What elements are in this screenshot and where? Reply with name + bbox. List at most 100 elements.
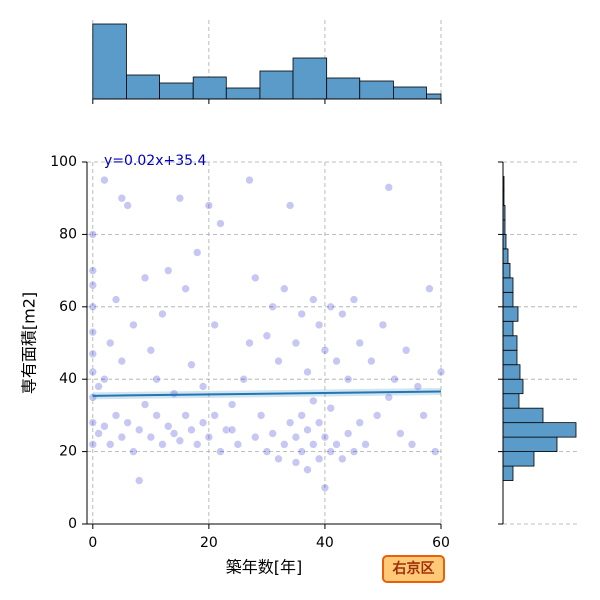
point	[285, 201, 295, 210]
point	[216, 447, 225, 456]
point	[326, 447, 336, 456]
point	[413, 382, 423, 391]
bar	[393, 86, 427, 100]
point	[117, 432, 127, 442]
point	[297, 309, 307, 319]
point	[94, 382, 103, 391]
point	[297, 411, 307, 420]
bar	[502, 248, 509, 264]
point	[430, 447, 440, 456]
point	[314, 320, 324, 330]
point	[105, 440, 115, 449]
bar	[502, 378, 524, 395]
point	[250, 273, 260, 283]
point	[349, 295, 359, 304]
bar	[502, 451, 535, 467]
point	[274, 454, 283, 464]
bar	[502, 422, 577, 438]
point	[100, 374, 109, 384]
point	[297, 447, 307, 456]
trend-line	[92, 390, 442, 397]
point	[303, 425, 312, 435]
point	[245, 338, 254, 348]
bar	[502, 349, 518, 366]
point	[152, 411, 161, 420]
point	[216, 219, 225, 228]
point	[88, 418, 98, 427]
point	[320, 483, 330, 493]
point	[250, 432, 260, 442]
point	[268, 429, 278, 438]
point	[129, 320, 138, 330]
bar	[502, 291, 514, 308]
point	[111, 411, 121, 420]
point	[175, 193, 185, 203]
point	[384, 183, 394, 192]
point	[291, 432, 301, 442]
y-tick-label: 100	[50, 154, 77, 170]
point	[227, 425, 237, 435]
bar	[426, 93, 442, 100]
point	[396, 429, 405, 438]
point	[280, 440, 289, 449]
point	[233, 440, 243, 449]
point	[320, 345, 330, 355]
point	[355, 338, 365, 348]
point	[134, 476, 144, 485]
point	[274, 356, 283, 366]
point	[152, 374, 161, 384]
point	[239, 374, 248, 384]
point	[88, 440, 98, 449]
point	[367, 356, 376, 366]
point	[384, 392, 394, 402]
y-tick-label: 80	[59, 226, 77, 242]
point	[117, 356, 127, 366]
x-tick-label: 0	[88, 535, 97, 551]
bar	[502, 262, 511, 279]
point	[303, 465, 312, 475]
point	[256, 411, 266, 420]
point	[100, 175, 109, 185]
point	[192, 440, 202, 449]
point	[88, 230, 98, 239]
point	[326, 403, 336, 413]
point	[227, 400, 237, 409]
point	[88, 280, 98, 290]
y-tick-label: 40	[59, 371, 77, 387]
point	[355, 418, 365, 427]
point	[210, 320, 219, 330]
point	[198, 382, 208, 391]
point	[343, 374, 353, 384]
point	[314, 454, 324, 464]
badge-box	[382, 555, 445, 583]
bar	[502, 436, 558, 452]
bar	[126, 74, 160, 100]
point	[309, 396, 318, 406]
point	[285, 418, 295, 427]
annotation: y=0.02x+35.4	[104, 153, 206, 169]
point	[320, 432, 330, 442]
bar	[192, 76, 227, 100]
point	[390, 374, 399, 384]
point	[309, 440, 318, 449]
point	[291, 458, 301, 467]
bar	[359, 80, 394, 100]
point	[349, 447, 359, 456]
point	[94, 429, 103, 438]
point	[175, 436, 185, 446]
point	[210, 411, 219, 420]
point	[163, 266, 173, 275]
bar	[502, 277, 514, 293]
point	[146, 432, 156, 442]
point	[343, 429, 353, 438]
y-tick-label: 0	[68, 516, 77, 532]
bar	[502, 320, 514, 337]
point	[169, 429, 179, 438]
point	[181, 284, 190, 294]
point	[361, 440, 370, 449]
point	[425, 284, 434, 294]
bar	[502, 465, 514, 481]
point	[187, 425, 196, 435]
bar	[502, 306, 519, 322]
point	[262, 331, 272, 341]
